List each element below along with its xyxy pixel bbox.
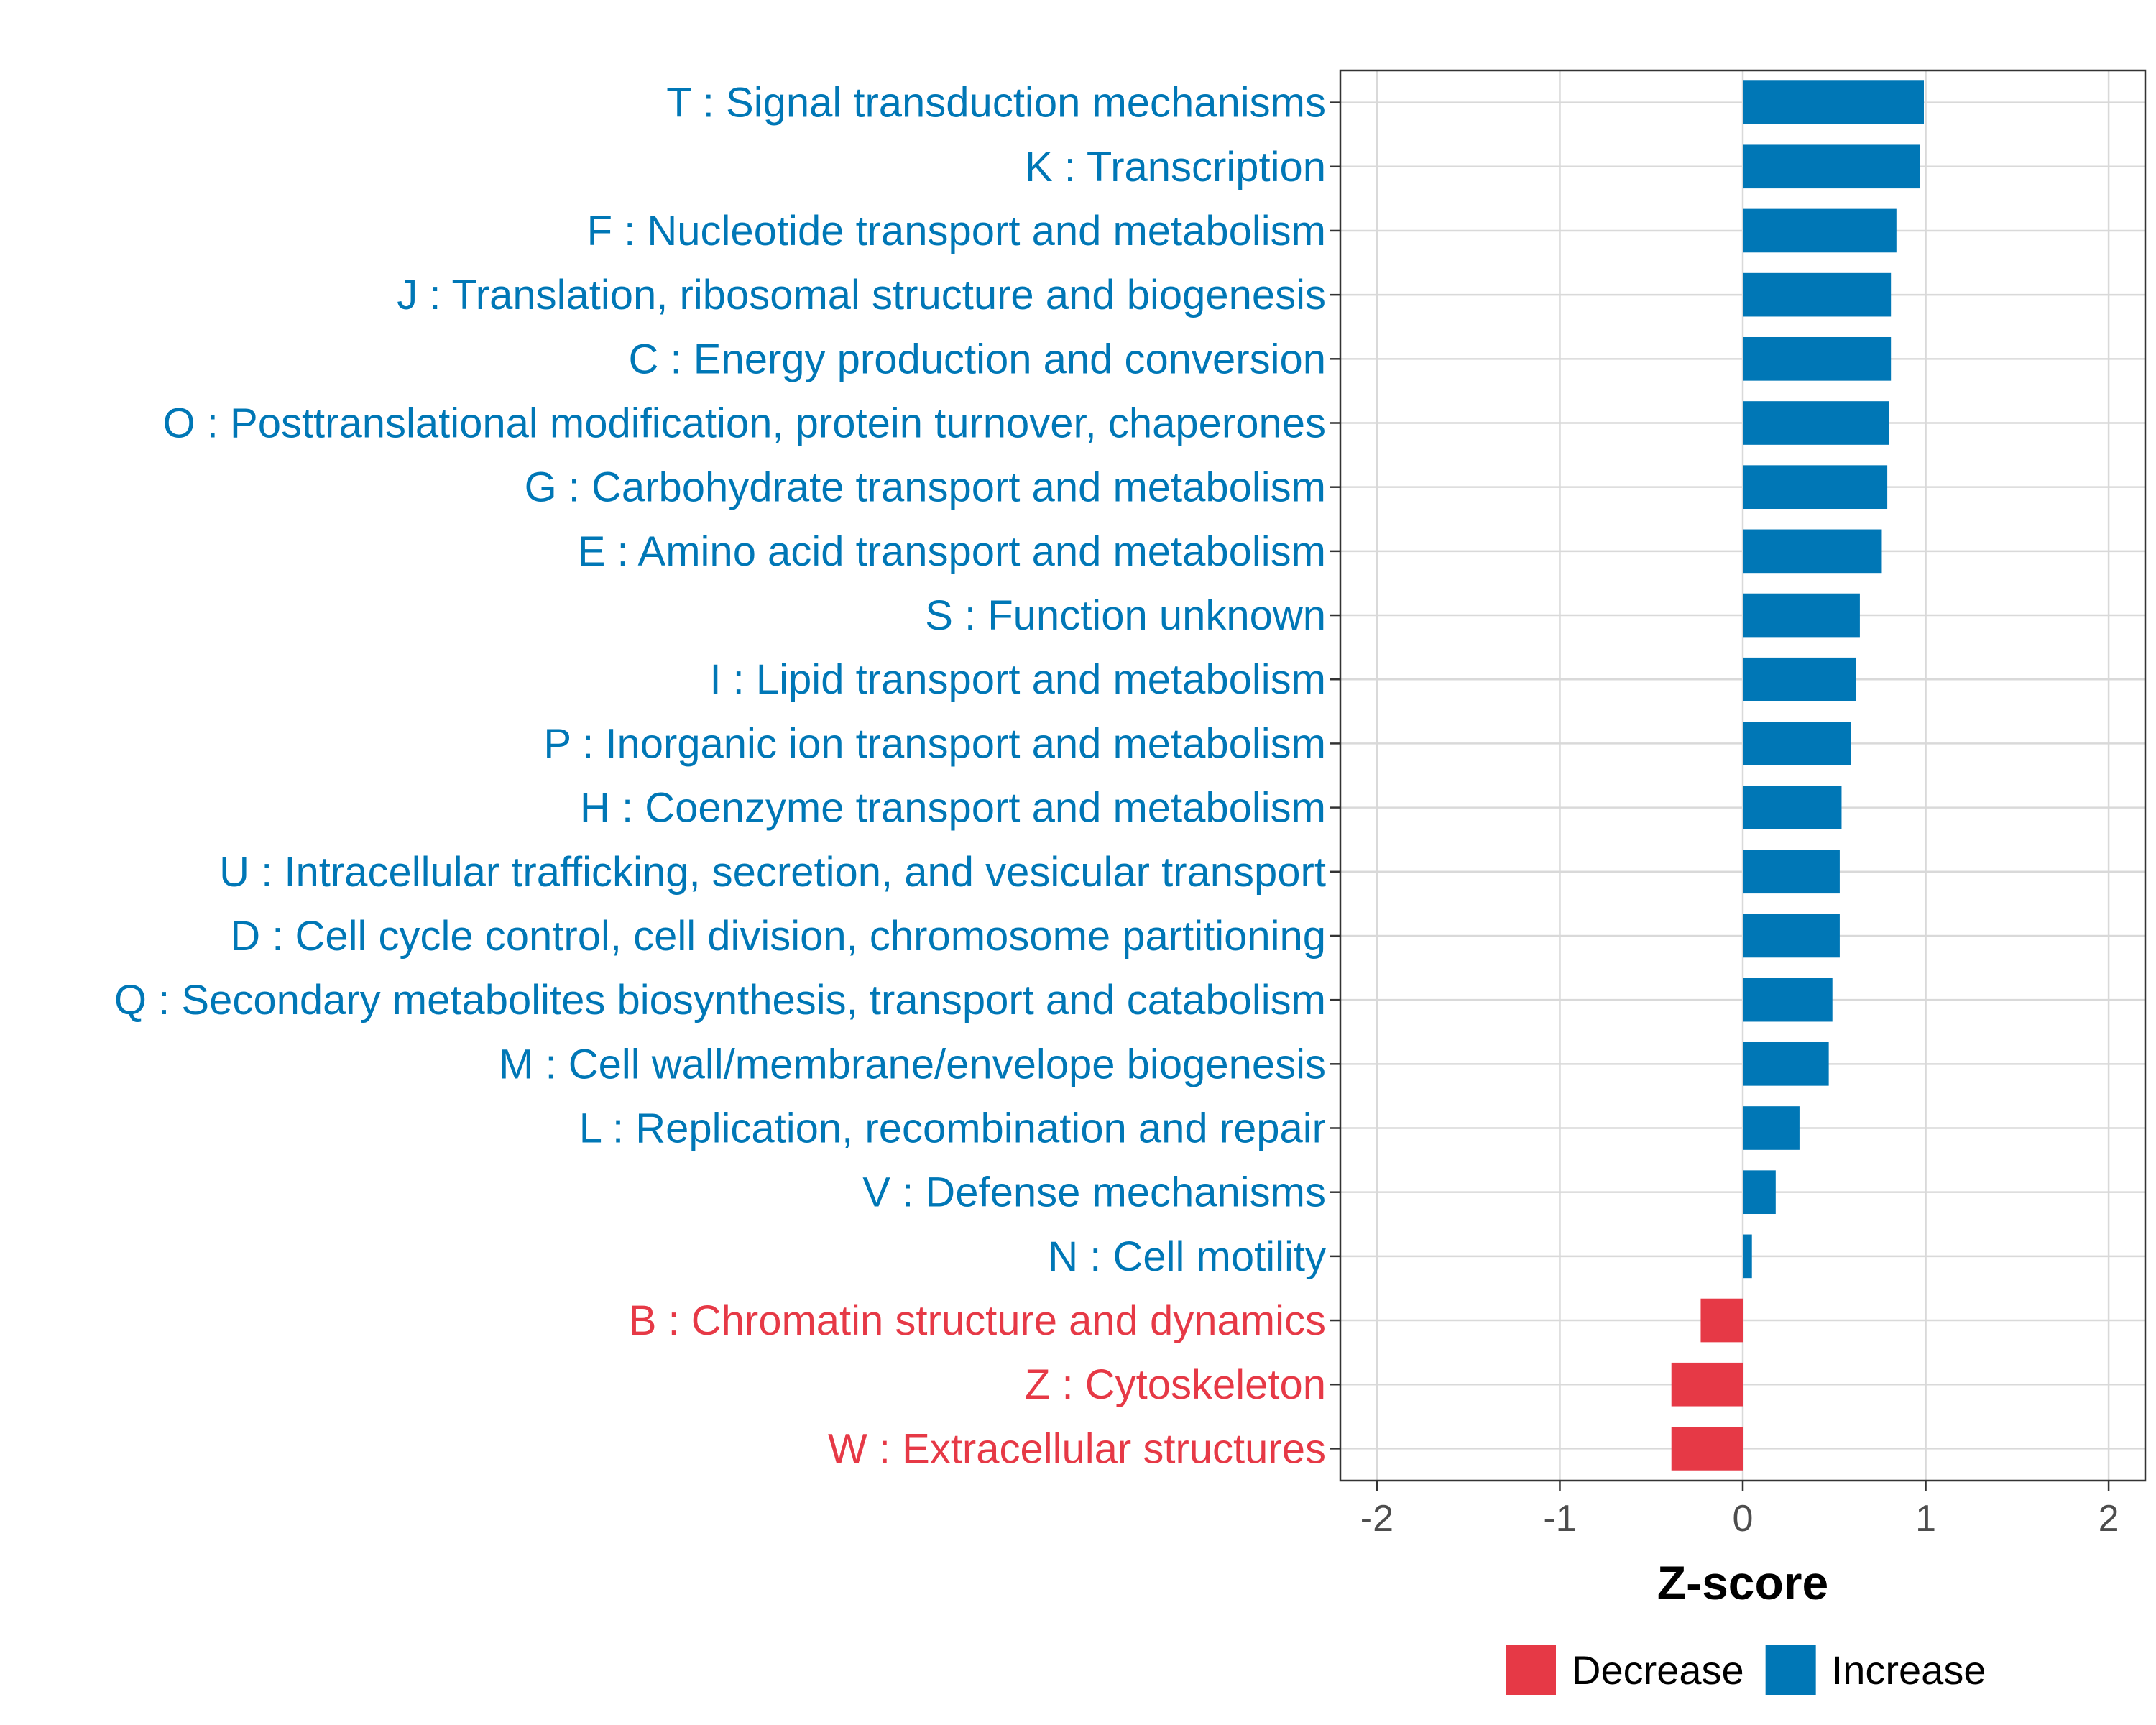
category-label: S : Function unknown	[925, 592, 1326, 639]
x-axis-title: Z-score	[1657, 1556, 1828, 1609]
bar	[1671, 1362, 1743, 1407]
bar	[1700, 1298, 1743, 1343]
x-tick-label: -1	[1543, 1498, 1576, 1540]
category-label: C : Energy production and conversion	[629, 336, 1326, 382]
bar	[1743, 593, 1860, 638]
category-label: V : Defense mechanisms	[862, 1169, 1326, 1216]
x-tick-label: -2	[1360, 1498, 1393, 1540]
category-label: E : Amino acid transport and metabolism	[578, 528, 1326, 575]
bar	[1743, 272, 1892, 317]
category-label: W : Extracellular structures	[828, 1425, 1326, 1472]
bar	[1743, 1234, 1752, 1279]
category-label: B : Chromatin structure and dynamics	[629, 1297, 1326, 1344]
category-label: O : Posttranslational modification, prot…	[163, 400, 1326, 447]
bar	[1743, 208, 1897, 253]
category-label: L : Replication, recombination and repai…	[579, 1105, 1326, 1152]
legend-swatch	[1506, 1644, 1556, 1695]
legend: Decrease Increase	[1506, 1644, 1986, 1695]
bar	[1743, 144, 1920, 189]
axis-layer: -2 -1 0 1 2	[1330, 101, 2119, 1540]
legend-swatch	[1765, 1644, 1816, 1695]
bar	[1743, 1041, 1829, 1086]
bar	[1743, 1170, 1776, 1215]
category-label: I : Lipid transport and metabolism	[709, 656, 1326, 703]
category-label: U : Intracellular trafficking, secretion…	[219, 849, 1326, 896]
x-tick-label: 1	[1915, 1498, 1936, 1540]
category-label: K : Transcription	[1025, 144, 1326, 190]
bar	[1743, 978, 1833, 1022]
x-tick-label: 2	[2099, 1498, 2119, 1540]
bar	[1743, 657, 1856, 702]
bar	[1743, 336, 1892, 381]
bar	[1743, 80, 1924, 124]
category-label: J : Translation, ribosomal structure and…	[397, 272, 1326, 318]
category-label: M : Cell wall/membrane/envelope biogenes…	[499, 1041, 1326, 1087]
bar	[1743, 914, 1840, 958]
category-label: H : Coenzyme transport and metabolism	[580, 785, 1326, 832]
category-label: N : Cell motility	[1048, 1233, 1326, 1280]
category-label: F : Nucleotide transport and metabolism	[587, 208, 1326, 254]
category-label: Q : Secondary metabolites biosynthesis, …	[114, 977, 1326, 1024]
category-label: D : Cell cycle control, cell division, c…	[230, 913, 1326, 960]
bar	[1743, 850, 1840, 894]
bar	[1743, 465, 1888, 510]
bar	[1743, 401, 1889, 445]
bar-layer	[1671, 80, 1924, 1471]
legend-label: Decrease	[1572, 1647, 1744, 1693]
bar	[1743, 1106, 1800, 1150]
legend-label: Increase	[1832, 1647, 1986, 1693]
bar	[1743, 722, 1851, 765]
bar	[1743, 786, 1842, 829]
category-label: T : Signal transduction mechanisms	[666, 80, 1326, 126]
bar	[1671, 1427, 1743, 1471]
category-label: Z : Cytoskeleton	[1025, 1361, 1326, 1408]
label-layer: T : Signal transduction mechanisms K : Tr…	[114, 80, 1326, 1473]
category-label: G : Carbohydrate transport and metabolis…	[525, 464, 1326, 511]
x-tick-label: 0	[1733, 1498, 1754, 1540]
bar	[1743, 529, 1882, 574]
category-label: P : Inorganic ion transport and metaboli…	[543, 720, 1326, 767]
